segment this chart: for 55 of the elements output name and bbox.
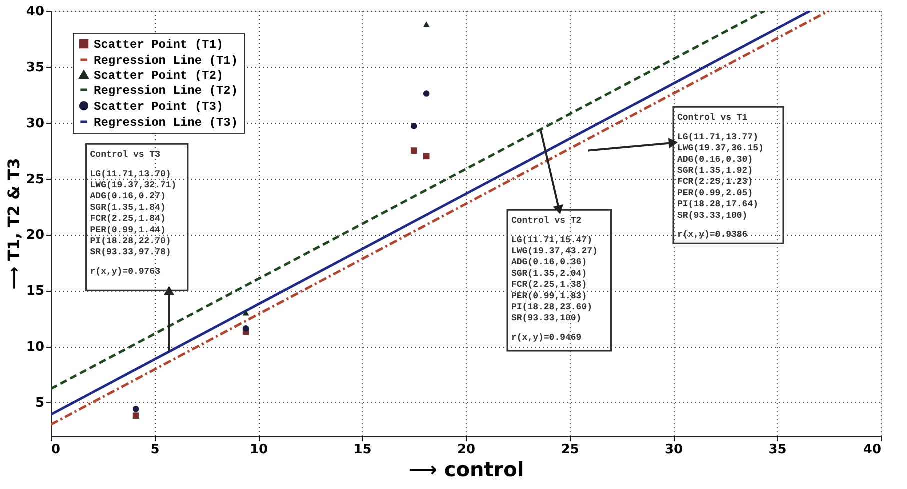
legend-label: Regression Line (T3)	[94, 116, 238, 130]
annotation: SGR(1.35,1.92)	[678, 166, 754, 176]
annotation: LG(11.71,13.77)	[678, 132, 759, 142]
annotation: PER(0.99,2.05)	[678, 188, 754, 198]
annotation: r(x,y)=0.9386	[678, 230, 748, 240]
x-tick-label: 15	[354, 442, 372, 458]
annotation: ADG(0.16,0.36)	[512, 258, 588, 268]
y-axis-title: ⟶ T1, T2 & T3	[4, 158, 24, 290]
y-tick-label: 20	[26, 228, 44, 244]
x-tick-label: 0	[52, 442, 61, 458]
x-tick-label: 10	[250, 442, 268, 458]
annotation: FCR(2.25,1.23)	[678, 177, 754, 188]
x-tick-label: 30	[664, 442, 684, 458]
x-tick-label: 5	[150, 442, 160, 458]
y-tick-label: 15	[26, 284, 44, 300]
annotation: PI(18.28,23.60)	[512, 302, 593, 312]
x-tick-label: 40	[863, 442, 882, 458]
y-tick-label: 10	[26, 340, 44, 356]
legend-label: Scatter Point (T1)	[94, 38, 224, 52]
annotation: PER(0.99,1.44)	[90, 225, 166, 236]
annotation: PI(18.28,17.64)	[678, 200, 759, 210]
annotation: LWG(19.37,36.15)	[678, 144, 764, 154]
annotation: SR(93.33,100)	[512, 314, 582, 324]
annotation: SR(93.33,100)	[678, 210, 748, 221]
annotation: LG(11.71,13.70)	[90, 169, 172, 180]
y-tick-label: 5	[35, 396, 44, 411]
annotation: r(x,y)=0.9763	[90, 266, 160, 277]
annotation: LWG(19.37,32.71)	[90, 180, 177, 190]
y-tick-label: 40	[26, 4, 44, 20]
x-axis-title: ⟶ control	[408, 458, 524, 482]
legend-label: Regression Line (T1)	[94, 54, 238, 68]
annotation: FCR(2.25,1.38)	[512, 280, 588, 290]
annotation: Control vs T2	[512, 216, 582, 226]
x-tick-label: 25	[561, 442, 580, 458]
annotation: Control vs T3	[90, 150, 160, 160]
annotation: FCR(2.25,1.84)	[90, 214, 166, 224]
legend-label: Scatter Point (T2)	[94, 69, 224, 83]
annotation: SR(93.33,97.78)	[90, 248, 172, 258]
legend-label: Scatter Point (T3)	[94, 100, 224, 114]
annotation: SGR(1.35,1.84)	[90, 202, 166, 213]
annotation: LG(11.71,15.47)	[512, 235, 593, 246]
annotation: r(x,y)=0.9469	[512, 332, 582, 343]
x-tick-label: 20	[457, 442, 476, 458]
annotation: PI(18.28,22.70)	[90, 236, 172, 246]
y-tick-label: 35	[26, 60, 44, 76]
x-tick-label: 35	[768, 442, 787, 458]
annotation: SGR(1.35,2.04)	[512, 268, 588, 279]
annotation: ADG(0.16,0.30)	[678, 154, 754, 165]
annotation: ADG(0.16,0.27)	[90, 192, 166, 202]
legend-label: Regression Line (T2)	[94, 84, 238, 98]
annotation: LWG(19.37,43.27)	[512, 246, 598, 256]
annotation: PER(0.99,1.83)	[512, 291, 588, 302]
y-tick-label: 30	[26, 116, 44, 132]
y-tick-label: 25	[26, 172, 44, 188]
annotation: Control vs T1	[678, 113, 748, 124]
